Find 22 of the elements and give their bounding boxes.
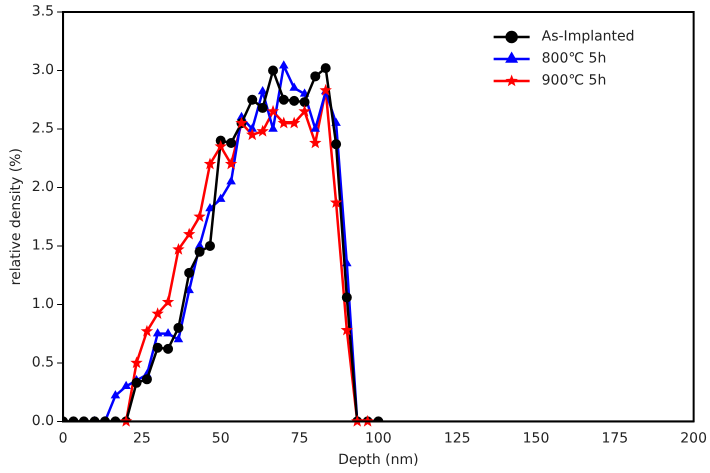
y-tick-label: 3.5: [32, 4, 54, 20]
x-tick-label: 200: [680, 430, 708, 446]
y-tick-label: 0.5: [32, 354, 54, 371]
y-tick-label: 2.5: [32, 120, 54, 137]
y-tick-label: 2.0: [32, 179, 54, 196]
y-tick-label: 1.5: [32, 238, 54, 254]
x-tick-label: 25: [132, 430, 151, 446]
x-tick-label: 75: [290, 430, 308, 446]
y-tick-label: 0.0: [32, 413, 54, 430]
x-tick-label: 175: [601, 430, 628, 446]
x-tick-label: 125: [444, 430, 471, 446]
legend-label: 900℃ 5h: [542, 72, 606, 89]
legend-label: As-Implanted: [542, 28, 635, 45]
x-tick-label: 150: [522, 430, 550, 446]
y-axis-title: relative density (%): [8, 148, 24, 286]
x-tick-label: 50: [212, 430, 230, 446]
legend-label: 800℃ 5h: [542, 50, 606, 67]
y-tick-label: 3.0: [32, 62, 54, 78]
x-tick-label: 100: [364, 430, 392, 446]
y-tick-label: 1.0: [32, 296, 54, 312]
x-axis-title: Depth (nm): [338, 452, 419, 468]
x-tick-label: 0: [58, 430, 68, 446]
